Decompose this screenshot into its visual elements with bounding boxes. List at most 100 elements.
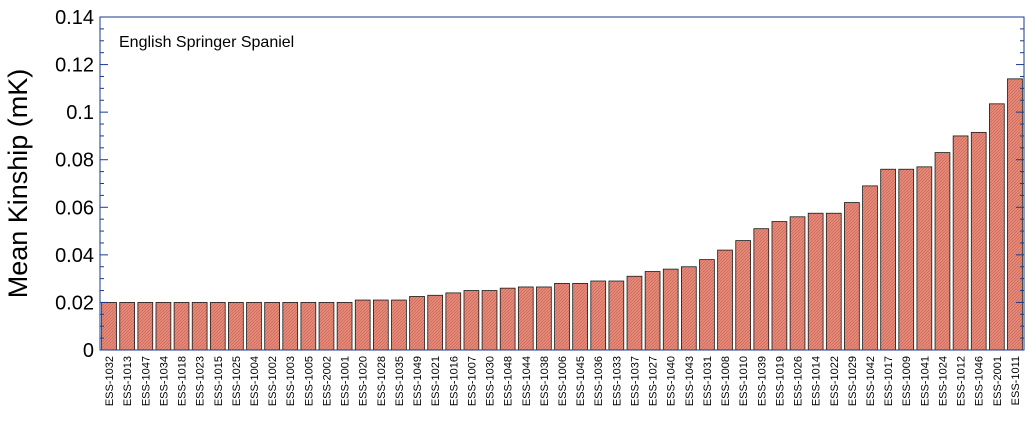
bar-ess-1039: [753, 228, 770, 351]
x-tick-label: ESS-1026: [793, 356, 805, 406]
x-tick-label: ESS-1036: [593, 356, 605, 406]
bar-ess-1045: [572, 282, 588, 351]
bar-ess-1006: [554, 282, 570, 351]
x-tick-label: ESS-1003: [285, 356, 297, 406]
y-tick-label: 0.14: [55, 7, 94, 29]
y-tick-label: 0.08: [55, 150, 94, 172]
x-tick-label: ESS-1020: [358, 356, 370, 406]
bar-ess-1005: [300, 302, 317, 351]
x-tick-label: ESS-2002: [321, 356, 333, 406]
bar-ess-1034: [155, 302, 172, 351]
bar-ess-1042: [862, 185, 878, 351]
x-tick-label: ESS-1001: [340, 356, 352, 406]
bar-ess-1011: [1007, 78, 1023, 351]
bar-ess-1024: [934, 152, 951, 351]
x-tick-label: ESS-1005: [303, 356, 315, 406]
x-tick-label: ESS-1016: [448, 356, 460, 406]
bar-ess-1007: [463, 290, 480, 351]
x-tick-label: ESS-1022: [829, 356, 841, 406]
bar-ess-1035: [391, 299, 407, 351]
x-tick-label: ESS-1006: [557, 356, 569, 406]
x-tick-label: ESS-1019: [774, 356, 786, 406]
bar-ess-1002: [264, 302, 280, 351]
x-tick-label: ESS-1040: [666, 356, 678, 406]
bar-ess-1001: [336, 302, 353, 351]
bar-ess-1036: [590, 280, 607, 351]
x-tick-label: ESS-1043: [684, 356, 696, 406]
bar-series: [101, 78, 1023, 351]
x-tick-label: ESS-1037: [629, 356, 641, 406]
bar-ess-1027: [644, 271, 661, 351]
x-tick-label: ESS-1039: [756, 356, 768, 406]
x-tick-label: ESS-1024: [937, 356, 949, 406]
bar-ess-1030: [481, 290, 498, 351]
x-tick-label: ESS-1010: [738, 356, 750, 406]
bar-ess-1019: [771, 221, 788, 351]
x-tick-label: ESS-1044: [521, 356, 533, 406]
bar-ess-1008: [717, 249, 733, 351]
x-tick-label: ESS-1007: [466, 356, 478, 406]
x-tick-label: ESS-1009: [901, 356, 913, 406]
bar-ess-1043: [681, 266, 697, 351]
bar-ess-1028: [372, 299, 389, 351]
x-tick-label: ESS-1013: [122, 356, 134, 406]
bar-ess-1016: [445, 292, 462, 351]
x-tick-label: ESS-1041: [919, 356, 931, 406]
bar-ess-1031: [699, 259, 715, 351]
x-tick-label: ESS-1047: [140, 356, 152, 406]
bar-ess-1033: [608, 280, 625, 351]
bar-ess-1046: [970, 131, 987, 351]
x-tick-label: ESS-1035: [394, 356, 406, 406]
bar-ess-1009: [898, 168, 915, 351]
y-tick-label: 0.12: [55, 55, 94, 77]
x-tick-label: ESS-1034: [158, 356, 170, 406]
y-axis-title: Mean Kinship (mK): [3, 69, 33, 299]
x-tick-label: ESS-1004: [249, 356, 261, 406]
bar-ess-2002: [318, 302, 335, 351]
bar-ess-1004: [246, 302, 262, 351]
x-tick-label: ESS-1025: [231, 356, 243, 406]
bar-ess-1047: [137, 302, 154, 351]
x-tick-label: ESS-1031: [702, 356, 714, 406]
y-axis-ticks: 0 0.02 0.04 0.06 0.08 0.1 0.12 0.14: [55, 7, 1024, 362]
bar-ess-2001: [989, 103, 1005, 351]
bar-ess-1049: [409, 296, 425, 351]
chart-annotation: English Springer Spaniel: [119, 34, 294, 51]
y-tick-label: 0.02: [55, 292, 94, 314]
bar-ess-1013: [119, 302, 136, 351]
bar-ess-1018: [173, 302, 190, 351]
x-tick-label: ESS-1023: [195, 356, 207, 406]
x-tick-label: ESS-1030: [485, 356, 497, 406]
bar-ess-1022: [825, 212, 842, 351]
y-tick-label: 0: [83, 340, 94, 362]
x-tick-labels: ESS-1032 ESS-1013 ESS-1047 ESS-1034 ESS-1018…: [104, 356, 1022, 406]
x-tick-label: ESS-1045: [575, 356, 587, 406]
x-tick-label: ESS-1046: [974, 356, 986, 406]
bar-ess-1010: [735, 240, 752, 351]
x-tick-label: ESS-1015: [213, 356, 225, 406]
bar-ess-1017: [880, 168, 896, 351]
x-tick-label: ESS-1018: [177, 356, 189, 406]
bar-ess-1044: [517, 286, 534, 351]
x-tick-label: ESS-1011: [1010, 356, 1022, 405]
x-tick-label: ESS-1032: [104, 356, 116, 406]
bar-ess-1041: [916, 166, 933, 351]
bar-ess-1040: [662, 268, 679, 351]
x-tick-label: ESS-1042: [865, 356, 877, 406]
bar-ess-1037: [626, 275, 643, 351]
y-tick-label: 0.1: [66, 102, 94, 124]
x-tick-label: ESS-1038: [539, 356, 551, 406]
x-tick-label: ESS-1008: [720, 356, 732, 406]
bar-ess-1012: [952, 135, 969, 351]
x-tick-label: ESS-1017: [883, 356, 895, 406]
bar-ess-1025: [228, 302, 244, 351]
bar-ess-1026: [789, 216, 806, 351]
bar-ess-1048: [499, 287, 516, 351]
x-tick-label: ESS-1048: [503, 356, 515, 406]
y-tick-label: 0.06: [55, 197, 94, 219]
x-tick-label: ESS-1012: [956, 356, 968, 406]
x-tick-label: ESS-1021: [430, 356, 442, 406]
bar-ess-1020: [354, 299, 371, 351]
plot-frame: [99, 16, 1025, 351]
